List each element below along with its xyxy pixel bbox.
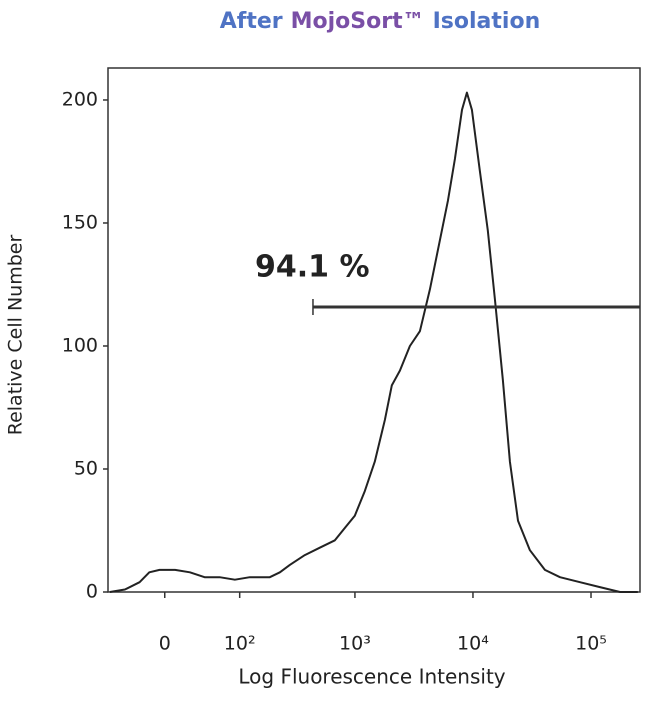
histogram-line <box>109 91 638 593</box>
gate-label: 94.1 % <box>255 250 370 285</box>
y-axis-label: Relative Cell Number <box>5 235 27 436</box>
chart-title: After MojoSort™ Isolation <box>220 9 541 34</box>
title-part: After <box>220 9 283 34</box>
title-part: Isolation <box>433 9 541 34</box>
x-tick-label: 10⁴ <box>457 633 489 655</box>
x-tick-label: 10⁵ <box>575 633 607 655</box>
title-part: MojoSort™ <box>291 9 425 34</box>
y-tick-label: 200 <box>62 88 98 110</box>
x-tick-label: 0 <box>159 633 171 655</box>
x-tick-label: 10³ <box>339 633 371 655</box>
plot-frame <box>107 67 641 593</box>
y-tick-label: 0 <box>86 581 98 603</box>
y-tick-label: 50 <box>74 457 98 479</box>
y-tick-label: 100 <box>62 334 98 356</box>
x-axis-label: Log Fluorescence Intensity <box>238 665 505 689</box>
y-tick-label: 150 <box>62 211 98 233</box>
x-tick-label: 10² <box>224 633 256 655</box>
